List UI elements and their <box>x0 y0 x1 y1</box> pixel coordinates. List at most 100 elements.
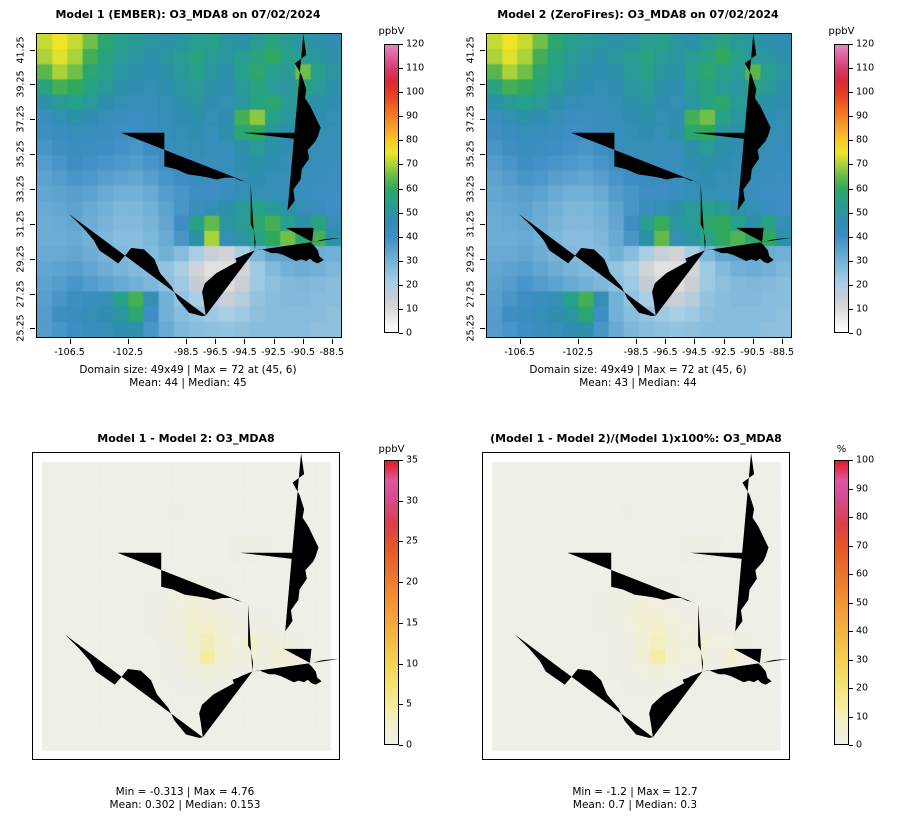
colorbar-tick-mark <box>399 622 403 624</box>
colorbar-tick-label: 10 <box>856 303 869 315</box>
colorbar-tick-label: 120 <box>856 38 875 50</box>
colorbar-tick-mark <box>399 745 403 746</box>
x-tick-label: -92.5 <box>711 347 736 358</box>
y-tick-label: 41.25 <box>465 35 477 64</box>
x-tick-label: -98.5 <box>173 347 199 358</box>
caption-minmax-stats: Min = -1.2 | Max = 12.7 <box>572 786 698 798</box>
state-borders <box>483 453 789 738</box>
colorbar-tick-label: 100 <box>406 86 425 98</box>
colorbar-tick-mark <box>849 602 853 604</box>
colorbar-tick-label: 80 <box>856 134 869 146</box>
caption-domain-stats: Domain size: 49x49 | Max = 72 at (45, 6) <box>529 364 747 376</box>
colorbar-tick-mark <box>849 745 853 746</box>
colorbar-tick-label: 110 <box>856 62 875 74</box>
map-area <box>36 33 342 338</box>
y-tick-label: 25.25 <box>465 314 477 343</box>
colorbar-tick-label: 15 <box>406 617 419 629</box>
y-tick-mark <box>30 154 35 156</box>
x-tick-mark <box>723 339 725 344</box>
y-tick-label: 41.25 <box>15 35 27 64</box>
y-tick-label: 31.25 <box>465 210 477 238</box>
y-tick-mark <box>480 188 485 190</box>
y-tick-label: 27.25 <box>15 279 27 308</box>
map-area <box>482 452 790 760</box>
y-tick-label: 39.25 <box>465 70 477 99</box>
colorbar-tick-label: 20 <box>406 576 419 588</box>
panel-title: Model 1 (EMBER): O3_MDA8 on 07/02/2024 <box>55 8 321 21</box>
x-tick-label: -92.5 <box>261 347 286 358</box>
y-tick-mark <box>30 328 35 330</box>
colorbar-tick-mark <box>399 236 403 238</box>
x-tick-label: -88.5 <box>769 347 795 358</box>
colorbar-tick-mark <box>849 188 853 190</box>
caption-domain-stats: Domain size: 49x49 | Max = 72 at (45, 6) <box>79 364 297 376</box>
x-tick-mark <box>694 339 696 344</box>
colorbar-tick-label: 30 <box>856 255 869 267</box>
panel-model2: Model 2 (ZeroFires): O3_MDA8 on 07/02/20… <box>450 0 900 420</box>
y-tick-label: 29.25 <box>15 245 27 273</box>
panel-percent-difference: (Model 1 - Model 2)/(Model 1)x100%: O3_M… <box>450 420 900 840</box>
y-tick-mark <box>30 49 35 51</box>
panel-title: Model 1 - Model 2: O3_MDA8 <box>97 432 275 445</box>
state-borders <box>487 34 791 317</box>
colorbar-tick-label: 10 <box>406 658 419 670</box>
map-area <box>32 452 340 760</box>
colorbar-tick-mark <box>399 308 403 310</box>
colorbar-tick-label: 60 <box>406 183 419 194</box>
colorbar-tick-label: 60 <box>856 183 869 194</box>
y-tick-mark <box>480 49 485 51</box>
y-tick-mark <box>480 154 485 156</box>
colorbar <box>834 44 849 333</box>
colorbar-tick-mark <box>849 140 853 142</box>
colorbar-tick-mark <box>849 574 853 575</box>
colorbar-tick-label: 60 <box>856 568 869 580</box>
x-tick-label: -102.5 <box>112 347 144 358</box>
colorbar-tick-mark <box>849 44 853 45</box>
y-tick-label: 37.25 <box>465 105 477 133</box>
colorbar-tick-mark <box>399 164 403 166</box>
x-tick-mark <box>69 339 71 344</box>
colorbar-tick-label: 80 <box>406 134 419 146</box>
x-tick-mark <box>665 339 667 344</box>
colorbar-tick-mark <box>399 260 403 262</box>
colorbar-tick-label: 90 <box>856 483 869 494</box>
y-tick-mark <box>30 258 35 260</box>
colorbar-tick-label: 35 <box>406 454 419 466</box>
colorbar-tick-label: 70 <box>856 158 869 170</box>
x-tick-mark <box>577 339 579 344</box>
colorbar-tick-label: 50 <box>856 597 869 608</box>
colorbar-tick-label: 20 <box>856 682 869 694</box>
colorbar-tick-mark <box>399 212 403 214</box>
colorbar-tick-mark <box>399 140 403 142</box>
x-tick-label: -90.5 <box>290 347 315 358</box>
x-tick-label: -96.5 <box>652 347 678 358</box>
colorbar-tick-label: 40 <box>856 231 869 243</box>
colorbar-tick-label: 90 <box>406 110 419 122</box>
y-tick-mark <box>30 119 35 121</box>
caption-mean-median: Mean: 44 | Median: 45 <box>129 377 247 389</box>
x-tick-mark <box>781 339 783 344</box>
y-tick-label: 39.25 <box>15 70 27 99</box>
y-tick-label: 35.25 <box>15 140 27 168</box>
colorbar-tick-label: 120 <box>406 38 425 50</box>
colorbar-tick-mark <box>399 500 403 502</box>
x-tick-label: -102.5 <box>562 347 594 358</box>
colorbar-tick-mark <box>399 116 403 118</box>
y-tick-mark <box>480 328 485 330</box>
x-tick-label: -98.5 <box>623 347 649 358</box>
y-tick-mark <box>480 258 485 260</box>
colorbar-unit-label: ppbV <box>378 26 405 37</box>
colorbar-tick-label: 40 <box>406 231 419 243</box>
colorbar-tick-label: 100 <box>856 86 875 98</box>
colorbar-tick-label: 10 <box>856 711 869 722</box>
caption-minmax-stats: Min = -0.313 | Max = 4.76 <box>115 786 255 798</box>
colorbar-tick-mark <box>849 688 853 689</box>
colorbar-tick-mark <box>849 631 853 632</box>
colorbar-tick-mark <box>849 659 853 661</box>
colorbar-tick-label: 20 <box>856 279 869 291</box>
panel-difference: Model 1 - Model 2: O3_MDA8 ppbV 0 5 10 15 20… <box>0 420 450 840</box>
colorbar-tick-mark <box>399 460 403 461</box>
colorbar <box>834 460 849 745</box>
x-tick-label: -94.5 <box>232 347 257 358</box>
